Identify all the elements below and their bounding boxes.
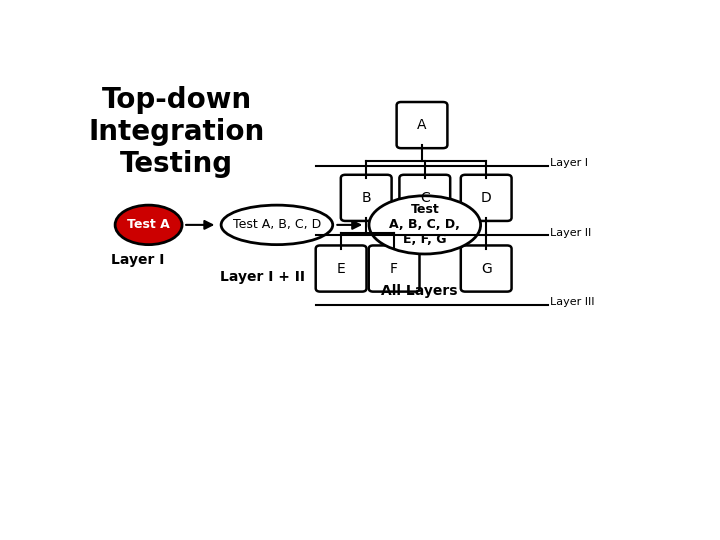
- Text: All Layers: All Layers: [381, 285, 457, 299]
- FancyBboxPatch shape: [461, 246, 512, 292]
- Text: Test A: Test A: [127, 218, 170, 231]
- Text: Layer III: Layer III: [550, 297, 595, 307]
- FancyBboxPatch shape: [341, 175, 392, 221]
- Text: G: G: [481, 261, 492, 275]
- FancyBboxPatch shape: [397, 102, 447, 148]
- FancyBboxPatch shape: [461, 175, 512, 221]
- Text: Layer I: Layer I: [550, 158, 588, 168]
- Text: Test
A, B, C, D,
E, F, G: Test A, B, C, D, E, F, G: [390, 204, 460, 246]
- Text: Layer I + II: Layer I + II: [220, 270, 305, 284]
- Text: F: F: [390, 261, 398, 275]
- Text: Layer II: Layer II: [550, 228, 592, 238]
- Ellipse shape: [369, 196, 481, 254]
- Text: Test A, B, C, D: Test A, B, C, D: [233, 218, 321, 231]
- FancyBboxPatch shape: [400, 175, 450, 221]
- FancyBboxPatch shape: [369, 246, 420, 292]
- Ellipse shape: [115, 205, 182, 245]
- FancyBboxPatch shape: [315, 246, 366, 292]
- Text: A: A: [418, 118, 427, 132]
- Text: D: D: [481, 191, 492, 205]
- Ellipse shape: [221, 205, 333, 245]
- Text: Layer I: Layer I: [111, 253, 164, 267]
- Text: C: C: [420, 191, 430, 205]
- Text: Top-down
Integration
Testing: Top-down Integration Testing: [89, 85, 265, 178]
- Text: B: B: [361, 191, 371, 205]
- Text: E: E: [337, 261, 346, 275]
